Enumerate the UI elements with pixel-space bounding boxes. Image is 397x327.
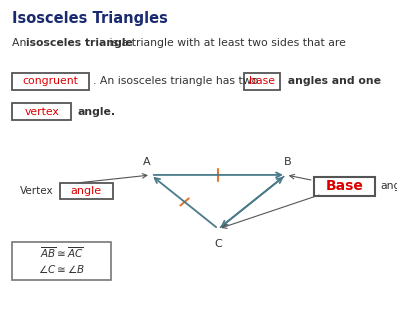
Text: A: A (143, 157, 151, 167)
Text: An: An (12, 38, 30, 48)
Text: $\overline{AB} \cong \overline{AC}$: $\overline{AB} \cong \overline{AC}$ (40, 245, 83, 260)
Text: . An isosceles triangle has two: . An isosceles triangle has two (93, 77, 259, 86)
Text: angles: angles (380, 181, 397, 191)
Text: angles and one: angles and one (284, 77, 381, 86)
FancyBboxPatch shape (314, 177, 375, 196)
FancyBboxPatch shape (12, 103, 71, 120)
Text: C: C (214, 239, 222, 249)
Text: congruent: congruent (23, 77, 79, 86)
Text: vertex: vertex (24, 107, 59, 116)
Text: B: B (284, 157, 292, 167)
Text: angle.: angle. (77, 107, 116, 116)
FancyBboxPatch shape (12, 73, 89, 90)
Text: Isosceles Triangles: Isosceles Triangles (12, 11, 168, 26)
Text: Vertex: Vertex (20, 186, 54, 196)
FancyBboxPatch shape (244, 73, 280, 90)
FancyBboxPatch shape (12, 242, 111, 280)
Text: isosceles triangle: isosceles triangle (26, 38, 133, 48)
Text: $\angle C \cong \angle B$: $\angle C \cong \angle B$ (38, 263, 85, 275)
FancyBboxPatch shape (60, 183, 113, 199)
Text: is a triangle with at least two sides that are: is a triangle with at least two sides th… (106, 38, 346, 48)
Text: angle: angle (71, 186, 102, 196)
Text: base: base (249, 77, 275, 86)
Text: Base: Base (326, 180, 363, 193)
